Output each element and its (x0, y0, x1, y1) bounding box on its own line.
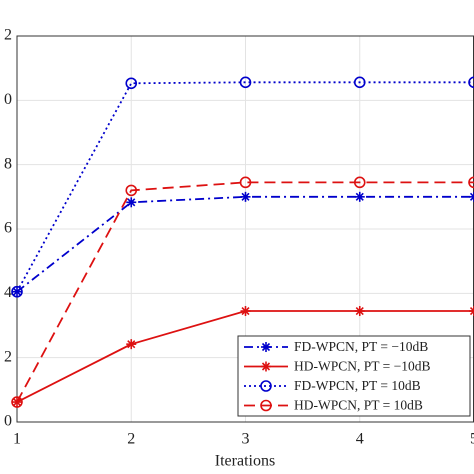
marker-stroke (127, 198, 136, 207)
marker (126, 339, 137, 350)
marker (125, 77, 138, 90)
y-tick-label: 6 (4, 220, 12, 237)
series-line (16, 195, 474, 293)
marker (261, 342, 271, 352)
marker (353, 76, 366, 89)
marker (468, 76, 474, 89)
marker (354, 306, 365, 317)
marker (260, 380, 272, 392)
marker (469, 306, 474, 317)
marker (126, 197, 137, 208)
marker (468, 176, 474, 189)
legend-label: FD-WPCN, PT = 10dB (294, 378, 421, 393)
y-tick-label: 0 (4, 91, 12, 108)
marker-stroke (355, 306, 364, 316)
y-tick-label: 2 (4, 27, 12, 44)
marker (353, 176, 366, 189)
marker (469, 191, 474, 202)
marker (240, 191, 251, 202)
series-line (16, 181, 474, 403)
marker-stroke (241, 306, 250, 316)
marker-stroke (469, 309, 474, 316)
marker-stroke (261, 362, 271, 371)
legend: FD-WPCN, PT = −10dB HD-WPCN, PT = −10dB FD… (237, 335, 471, 417)
marker-stroke (241, 192, 250, 201)
marker (240, 306, 251, 317)
marker (261, 361, 271, 372)
marker-stroke (469, 195, 474, 201)
marker-stroke (355, 192, 364, 201)
marker (239, 76, 252, 89)
marker-stroke (469, 306, 474, 313)
marker (260, 399, 272, 412)
legend-label: HD-WPCN, PT = 10dB (294, 398, 423, 413)
legend-box (237, 335, 471, 417)
y-tick-label: 2 (4, 348, 12, 365)
series-line (16, 81, 474, 293)
marker-stroke (261, 342, 271, 352)
y-tick-label: 8 (4, 155, 12, 172)
x-tick-label: 2 (127, 431, 135, 448)
marker (11, 285, 23, 298)
y-tick-label: 4 (4, 284, 12, 301)
y-tick-label: 0 (4, 413, 12, 430)
x-tick-label: 3 (242, 431, 250, 448)
legend-label: FD-WPCN, PT = −10dB (294, 339, 428, 354)
marker-stroke (469, 192, 474, 198)
x-tick-label: 5 (470, 431, 474, 448)
marker-stroke (127, 340, 136, 349)
marker (125, 184, 138, 197)
marker (11, 396, 23, 408)
x-tick-label: 1 (13, 431, 21, 448)
x-axis-label: Iterations (215, 453, 275, 470)
x-tick-label: 4 (356, 431, 364, 448)
legend-label: HD-WPCN, PT = −10dB (294, 359, 431, 374)
marker (354, 191, 365, 202)
marker (239, 176, 252, 189)
